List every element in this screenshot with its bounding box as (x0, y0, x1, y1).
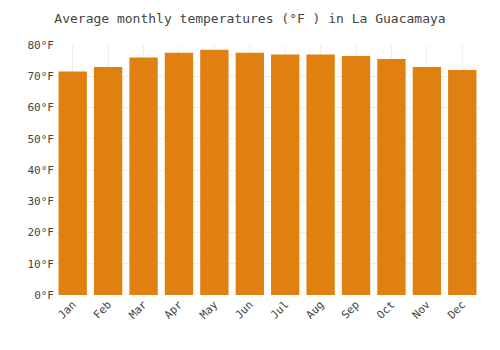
svg-text:Average monthly temperatures (: Average monthly temperatures (°F ) in La… (54, 11, 445, 26)
svg-text:Mar: Mar (126, 298, 150, 322)
svg-text:Nov: Nov (410, 298, 434, 322)
svg-text:10°F: 10°F (28, 258, 55, 271)
svg-text:Aug: Aug (303, 298, 326, 321)
svg-text:Jan: Jan (55, 298, 78, 321)
svg-text:Sep: Sep (339, 298, 362, 321)
svg-text:Apr: Apr (162, 298, 186, 322)
svg-text:May: May (197, 298, 221, 322)
svg-text:40°F: 40°F (28, 164, 55, 177)
svg-text:0°F: 0°F (34, 289, 54, 302)
svg-text:Feb: Feb (91, 298, 114, 321)
svg-text:20°F: 20°F (28, 226, 55, 239)
svg-text:80°F: 80°F (28, 39, 55, 52)
svg-text:Jul: Jul (268, 298, 291, 321)
svg-text:Oct: Oct (374, 298, 397, 321)
svg-text:Dec: Dec (445, 298, 468, 321)
svg-text:60°F: 60°F (28, 101, 55, 114)
svg-text:30°F: 30°F (28, 195, 55, 208)
svg-text:70°F: 70°F (28, 70, 55, 83)
svg-text:50°F: 50°F (28, 133, 55, 146)
svg-text:Jun: Jun (233, 298, 256, 321)
